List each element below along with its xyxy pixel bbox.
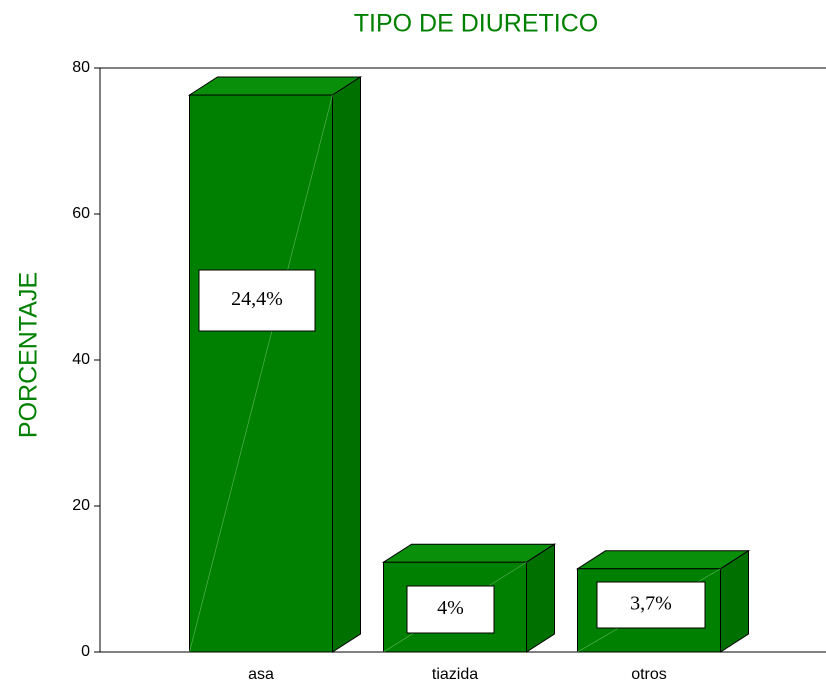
bar-sheen [189, 94, 333, 653]
y-tick-label: 0 [81, 643, 90, 660]
bar-top [575, 550, 751, 570]
bar-side [526, 543, 555, 653]
bar-top [381, 543, 557, 563]
x-tick-label: tiazida [432, 666, 478, 683]
y-tick-label: 40 [72, 351, 90, 368]
y-tick-label: 80 [72, 59, 90, 76]
annotation-box [596, 581, 706, 629]
annotation-box [406, 585, 495, 634]
annotation: 3,7% [630, 593, 672, 615]
x-tick-label: asa [248, 666, 274, 683]
x-tick-label: otros [631, 666, 667, 683]
chart-title: TIPO DE DIURETICO [354, 10, 598, 38]
bar-side [720, 549, 749, 653]
annotation: 24,4% [231, 288, 283, 310]
y-tick-label: 60 [72, 205, 90, 222]
annotation-box [198, 269, 316, 332]
bar-side [332, 76, 361, 653]
y-tick-label: 20 [72, 497, 90, 514]
annotation: 4% [437, 597, 464, 619]
bar-top [187, 76, 363, 96]
y-axis-label: PORCENTAJE [15, 272, 43, 438]
